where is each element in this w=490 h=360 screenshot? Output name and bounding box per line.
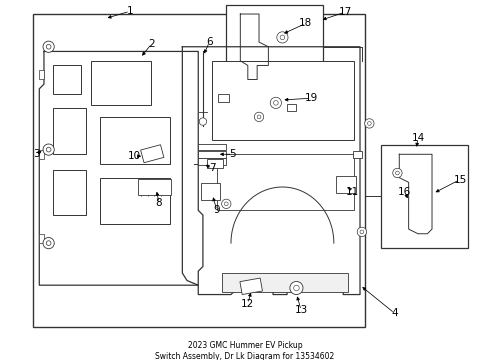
Text: 14: 14 [412, 134, 425, 143]
Circle shape [257, 115, 261, 119]
Bar [240, 278, 263, 294]
Circle shape [277, 32, 288, 43]
Text: 9: 9 [214, 206, 220, 215]
Bar [91, 61, 151, 105]
Text: 1: 1 [127, 6, 133, 16]
Circle shape [294, 285, 299, 291]
Bar [207, 159, 223, 168]
Bar [226, 5, 322, 91]
Bar [201, 183, 220, 200]
Text: 4: 4 [392, 308, 398, 318]
Bar [39, 150, 44, 159]
Bar [336, 176, 356, 193]
Text: 15: 15 [453, 175, 466, 185]
Text: 10: 10 [128, 151, 141, 161]
Bar [53, 66, 81, 94]
Text: 18: 18 [299, 18, 313, 28]
Bar [287, 104, 296, 111]
Circle shape [360, 230, 364, 234]
Bar [352, 151, 362, 158]
Bar [33, 14, 365, 327]
Text: 7: 7 [209, 163, 216, 173]
Text: 8: 8 [156, 198, 162, 208]
Text: 5: 5 [229, 149, 236, 159]
Circle shape [395, 171, 399, 175]
Circle shape [270, 97, 281, 108]
Text: 19: 19 [305, 93, 318, 103]
Bar [381, 145, 467, 248]
Circle shape [280, 35, 285, 40]
Circle shape [46, 44, 51, 49]
Text: 6: 6 [206, 37, 213, 47]
Bar [141, 145, 164, 163]
Text: 2: 2 [148, 39, 155, 49]
Circle shape [221, 199, 231, 208]
Bar [39, 234, 44, 243]
Circle shape [224, 202, 228, 206]
Bar [212, 61, 354, 140]
Circle shape [43, 41, 54, 52]
Text: 2023 GMC Hummer EV Pickup
Switch Assembly, Dr Lk Diagram for 13534602: 2023 GMC Hummer EV Pickup Switch Assembl… [155, 341, 335, 360]
Circle shape [46, 241, 51, 246]
Bar [100, 178, 170, 224]
Bar [198, 151, 226, 158]
Text: 12: 12 [241, 299, 254, 309]
Circle shape [365, 119, 374, 128]
Circle shape [46, 147, 51, 152]
Circle shape [290, 282, 303, 294]
Bar [198, 144, 226, 150]
Circle shape [254, 112, 264, 122]
Text: 16: 16 [398, 187, 412, 197]
Text: 3: 3 [33, 149, 40, 159]
Circle shape [273, 100, 278, 105]
Circle shape [368, 122, 371, 125]
Circle shape [43, 238, 54, 249]
Circle shape [43, 144, 54, 155]
Bar [198, 158, 226, 165]
Bar [39, 70, 44, 80]
Bar [217, 154, 354, 210]
Bar [218, 94, 229, 102]
Circle shape [393, 168, 402, 178]
Bar [221, 273, 348, 292]
Bar [53, 170, 86, 215]
Circle shape [199, 118, 207, 125]
Bar [53, 108, 86, 154]
Bar [138, 179, 171, 195]
Text: 13: 13 [294, 305, 308, 315]
Circle shape [357, 227, 367, 237]
Text: 11: 11 [346, 187, 359, 197]
Text: 17: 17 [339, 7, 352, 17]
Bar [100, 117, 170, 164]
